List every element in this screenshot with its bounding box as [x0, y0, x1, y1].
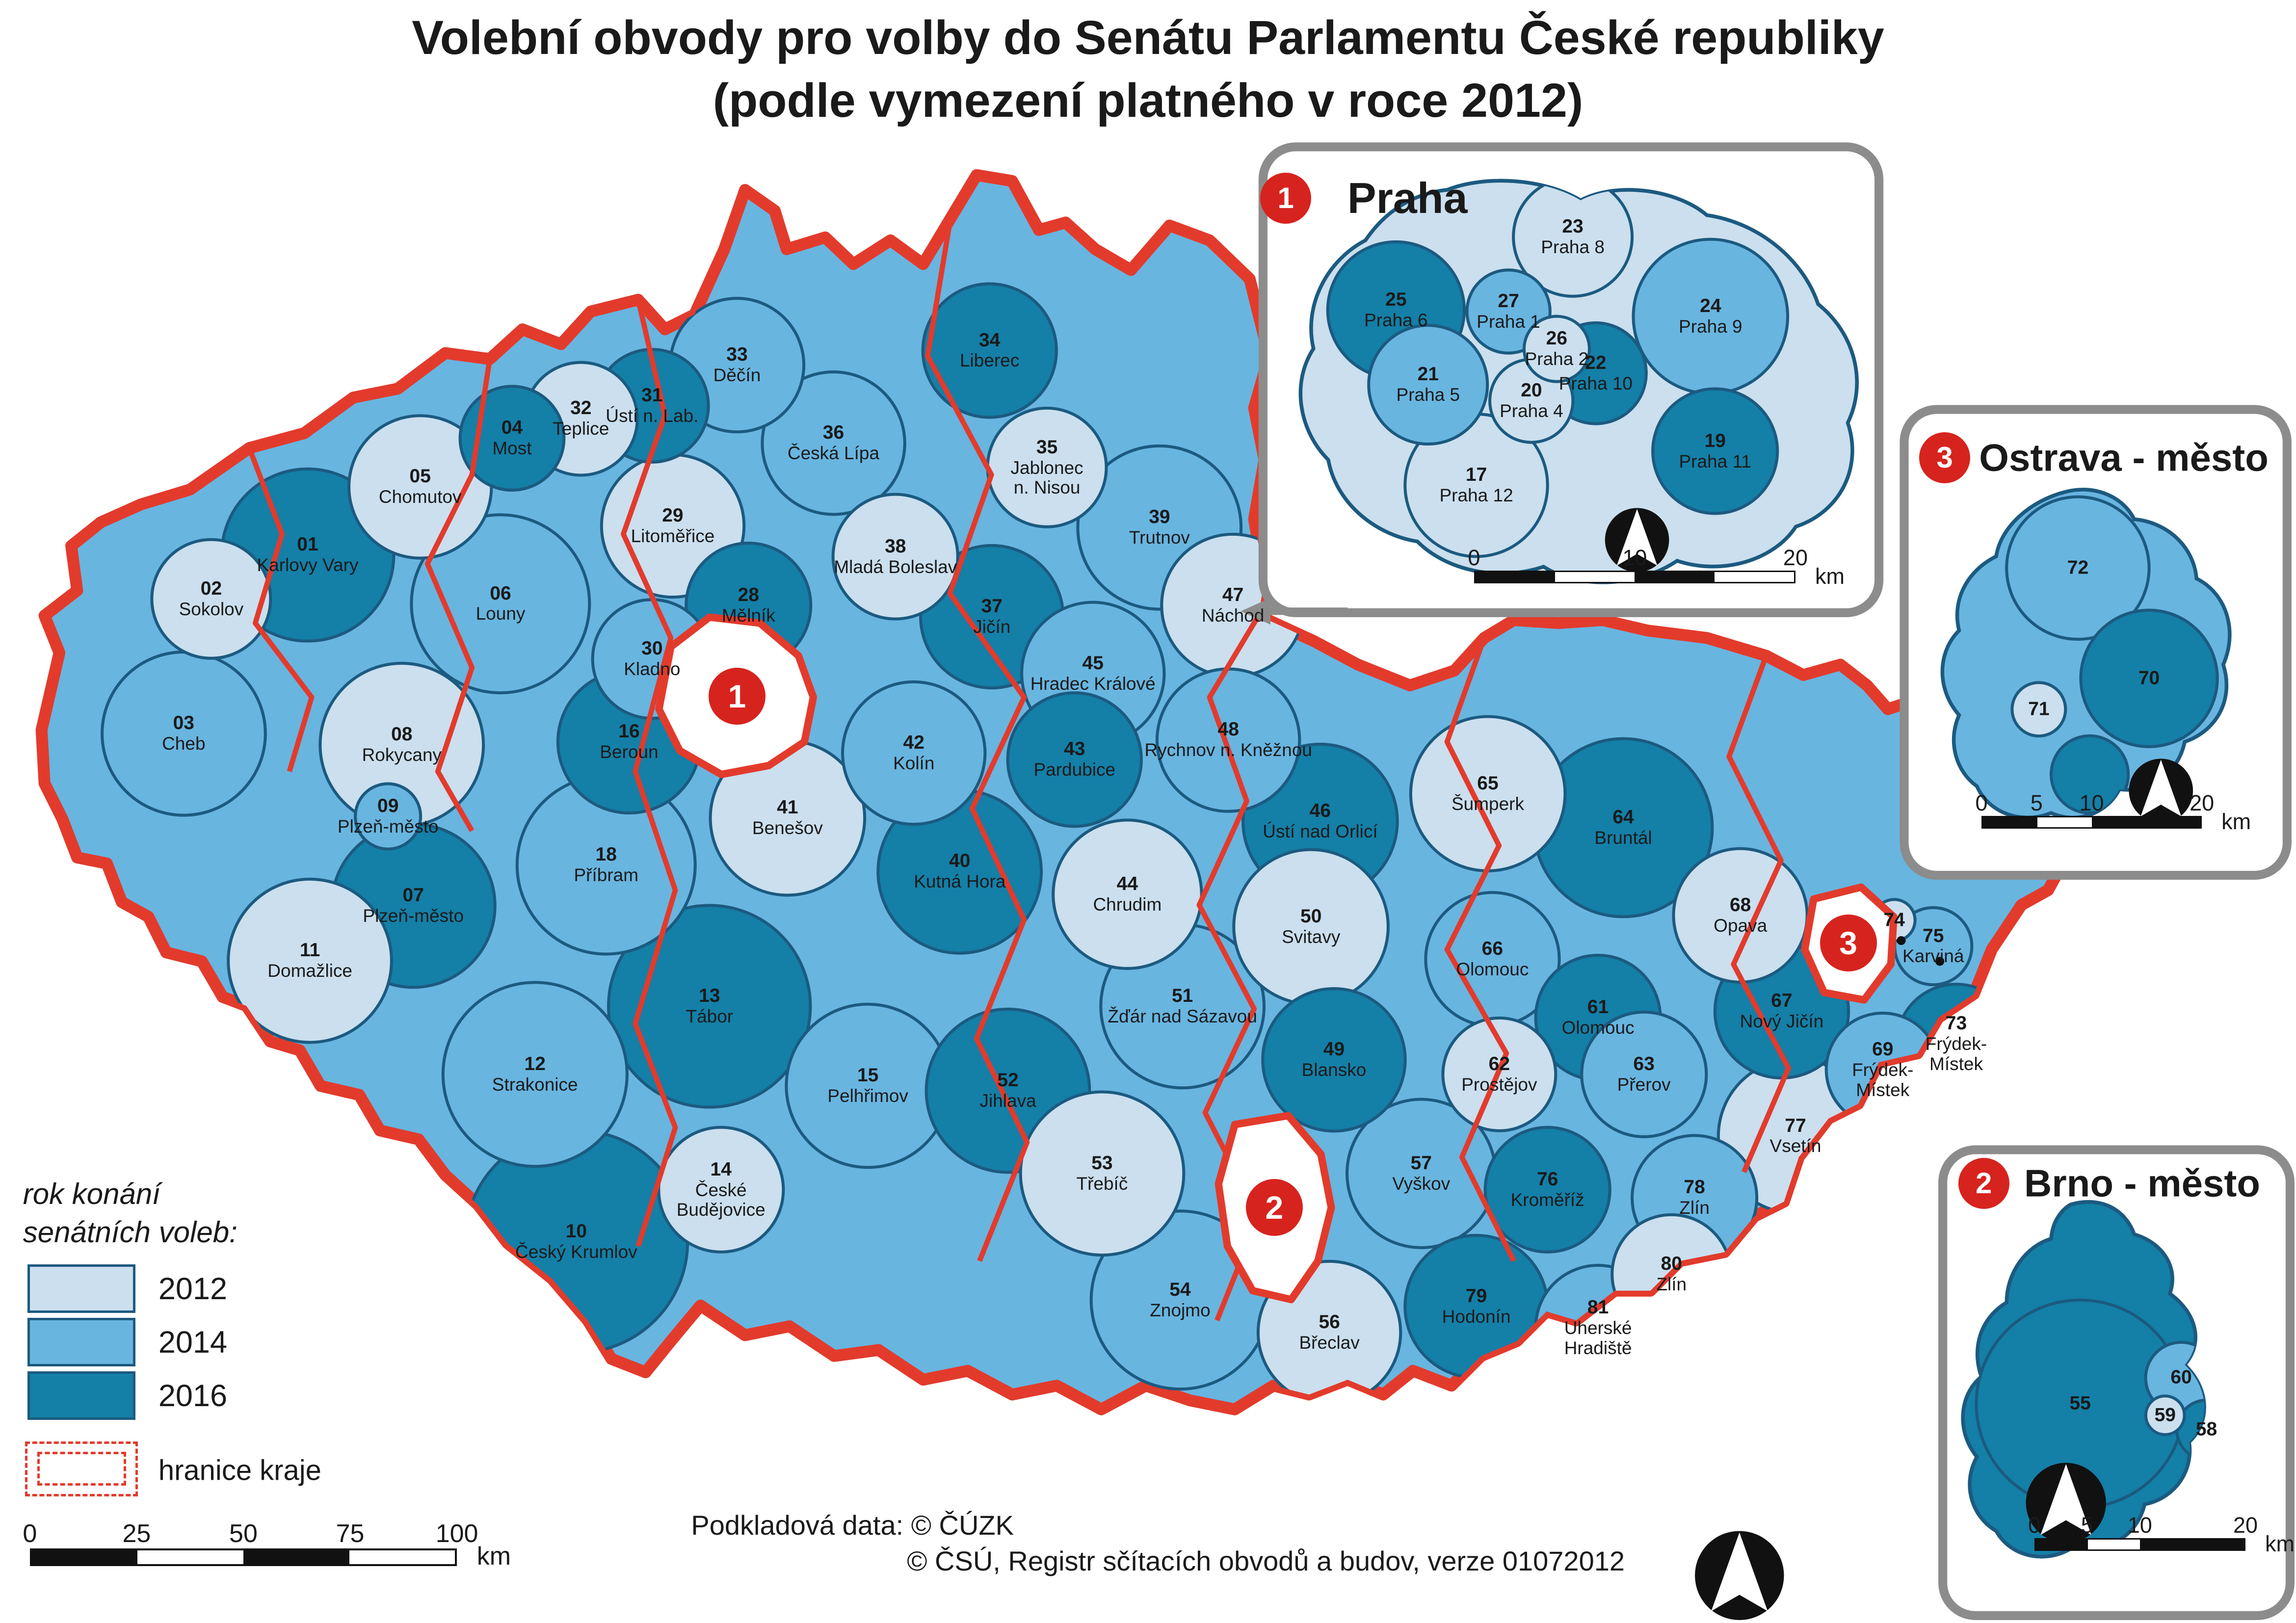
praha-scalebar: 0 10 20 km: [1468, 545, 1845, 589]
district-shape-13: [607, 904, 812, 1109]
north-arrow-icon: [1605, 508, 1669, 572]
district-shape-43: [1006, 691, 1143, 828]
district-shape-24: [1632, 237, 1790, 395]
legend-swatch-2016: [27, 1371, 136, 1420]
district-shape-79: [1403, 1233, 1549, 1380]
district-shape-09: [354, 782, 422, 851]
district-shape-36: [761, 370, 906, 516]
district-shape-63: [1580, 1010, 1708, 1138]
district-75-dot: [1935, 957, 1945, 966]
district-shape-69: [1824, 1011, 1941, 1127]
north-arrow-icon: [1695, 1531, 1784, 1620]
north-arrow-icon: [2026, 1463, 2106, 1543]
district-shape-49: [1261, 987, 1407, 1133]
praha-inset-pointer-arrow: [1240, 598, 1271, 625]
district-shape-34: [921, 282, 1058, 419]
legend-swatch-2014: [27, 1318, 136, 1367]
district-shape-72: [2005, 495, 2151, 641]
ostrava-map-badge: 3: [1820, 914, 1877, 971]
main-scalebar: 0 25 50 75 100 km: [23, 1519, 511, 1571]
district-shape-48: [1155, 667, 1301, 813]
district-shape-10: [463, 1128, 689, 1355]
district-shape-14: [657, 1126, 785, 1254]
brno-scalebar: 0 5 10 20 km: [2028, 1513, 2295, 1557]
ostrava-scalebar: 0 5 10 20 km: [1975, 790, 2251, 834]
district-patches-ostrava: [2005, 495, 2219, 815]
ostrava-inset-title: Ostrava - město: [1979, 436, 2269, 479]
brno-map-badge: 2: [1245, 1179, 1303, 1236]
legend-boundary-label: hranice kraje: [158, 1454, 321, 1487]
district-patches-praha: [1326, 181, 1790, 558]
north-arrow-icon: [2129, 759, 2193, 823]
district-shape-12: [441, 981, 629, 1168]
district-shape-19: [1651, 387, 1779, 515]
district-shape-26: [1522, 314, 1591, 383]
praha-map-badge: 1: [708, 668, 765, 725]
ostrava-inset-badge: 3: [1919, 432, 1971, 483]
legend-label-2014: 2014: [158, 1325, 227, 1360]
district-shape-65: [1409, 715, 1567, 872]
legend-boundary-swatch: [25, 1441, 138, 1496]
region-boundaries: [247, 222, 1791, 1322]
district-shape-02: [150, 538, 272, 660]
district-shape-70: [2079, 608, 2219, 748]
district-shape-23: [1512, 181, 1634, 298]
legend-boundary-swatch-inner: [37, 1452, 126, 1486]
district-shape-68: [1672, 847, 1809, 984]
praha-inset-badge: 1: [1260, 172, 1312, 224]
district-patches-main: [101, 282, 2017, 1406]
brno-inset-badge: 2: [1958, 1157, 2009, 1209]
district-shape-71: [2010, 681, 2067, 738]
district-shape-42: [841, 680, 987, 826]
praha-inset-title: Praha: [1347, 173, 1468, 222]
district-shape-21: [1367, 324, 1489, 446]
district-shape-03: [101, 650, 267, 817]
district-74-dot: [1897, 936, 1906, 945]
district-shape-11: [227, 877, 393, 1044]
district-shape-50: [1232, 848, 1390, 1006]
district-shape-06: [410, 513, 591, 695]
attribution-line-1: Podkladová data: © ČÚZK: [691, 1510, 1014, 1541]
legend-label-2016: 2016: [158, 1378, 227, 1413]
main-scalebar-ticks: 0 25 50 75 100: [23, 1519, 478, 1548]
legend-swatch-2012: [27, 1264, 136, 1313]
district-shape-35: [986, 406, 1108, 528]
legend-title: rok konání senátních voleb:: [23, 1177, 238, 1249]
district-shape-04: [458, 385, 566, 492]
legend-label-2012: 2012: [158, 1271, 227, 1306]
title-line-2: (podle vymezení platného v roce 2012): [713, 74, 1583, 128]
main-scalebar-bar: [29, 1548, 457, 1567]
district-shape-76: [1483, 1126, 1611, 1254]
page-title: Volební obvody pro volby do Senátu Parla…: [92, 6, 2204, 132]
title-line-1: Volební obvody pro volby do Senátu Parla…: [412, 11, 1884, 65]
district-shape-44: [1052, 818, 1203, 970]
district-shape-53: [1019, 1090, 1186, 1257]
district-shape-38: [831, 493, 959, 621]
district-shape-59: [2144, 1394, 2186, 1437]
brno-inset-title: Brno - město: [2024, 1161, 2261, 1205]
attribution-line-2: © ČSÚ, Registr sčítacích obvodů a budov,…: [907, 1545, 1625, 1577]
